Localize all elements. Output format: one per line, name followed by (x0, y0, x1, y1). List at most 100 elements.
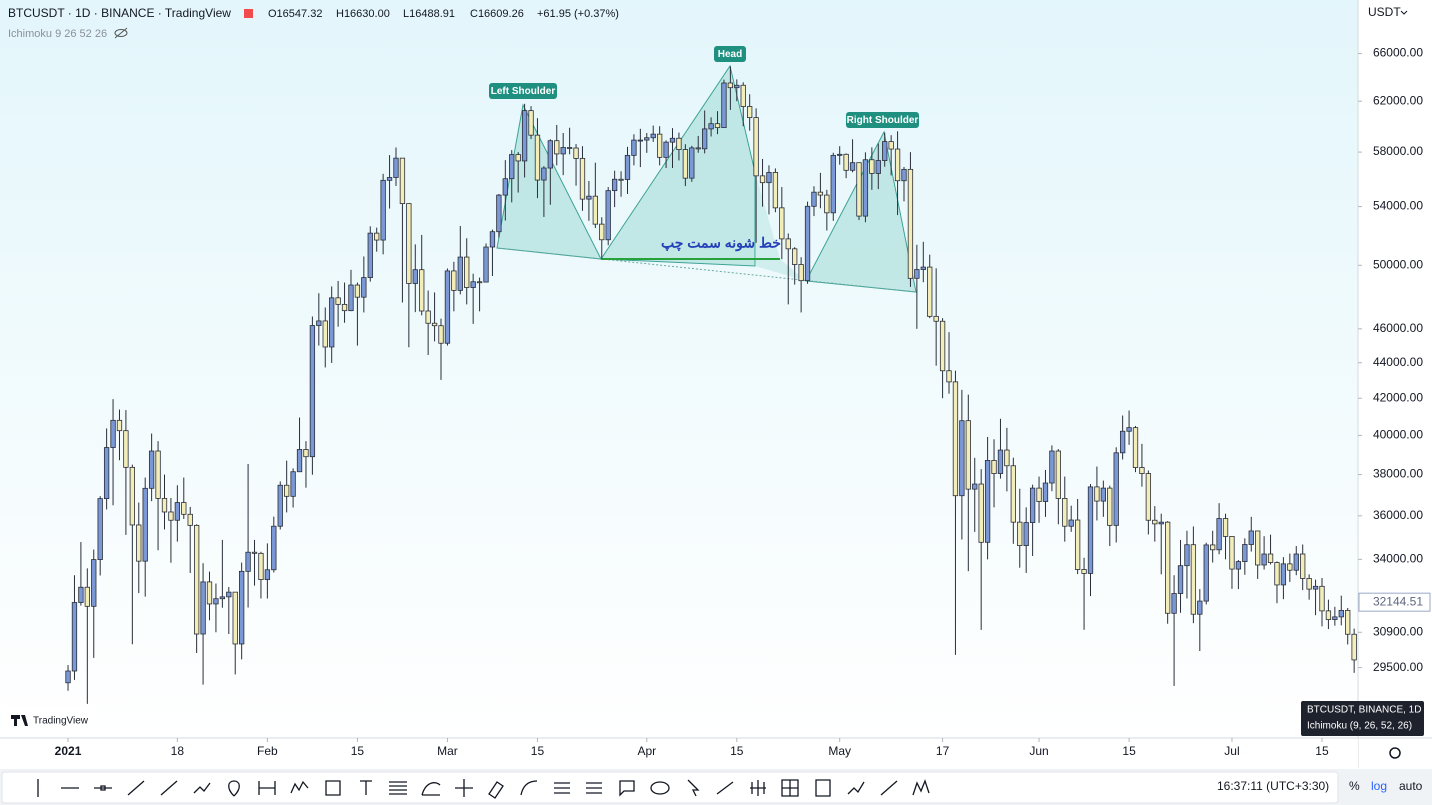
candle-body (91, 559, 97, 607)
tool-button[interactable] (520, 780, 538, 796)
candle-body (914, 269, 920, 279)
tool-button[interactable] (488, 781, 504, 799)
candle-body (206, 581, 213, 605)
settings-button[interactable] (1389, 747, 1401, 759)
symbol-title: BTCUSDT · 1D · BINANCE · TradingView (8, 6, 231, 20)
candle-body (1017, 521, 1023, 546)
candle-body (779, 207, 785, 240)
auto-toggle[interactable]: auto (1399, 779, 1423, 793)
candle-body (1055, 450, 1061, 499)
candle-body (1081, 569, 1087, 574)
tool-button[interactable] (880, 780, 898, 796)
candle-body (1165, 521, 1171, 614)
tool-button[interactable] (258, 781, 276, 795)
tool-button[interactable] (455, 779, 473, 797)
x-tick-label: 15 (1122, 744, 1136, 758)
candle-body (1049, 450, 1055, 484)
tool-button[interactable] (815, 779, 831, 797)
candle-body (747, 106, 753, 119)
tool-button[interactable] (389, 781, 407, 795)
tool-button[interactable] (325, 780, 341, 796)
ohlc-open: O16547.32 (268, 8, 322, 20)
tool-icon (160, 780, 178, 796)
tool-button[interactable] (619, 780, 635, 797)
ohlc-high: H16630.00 (336, 8, 390, 20)
candle-body (193, 524, 200, 635)
tool-button[interactable] (290, 780, 309, 794)
candle-body (258, 552, 264, 580)
candle-body (116, 419, 123, 432)
candle-body (676, 137, 682, 150)
tool-button[interactable] (847, 781, 865, 795)
candle-body (1255, 530, 1261, 566)
candle-body (804, 205, 811, 282)
candle-body (1203, 544, 1209, 602)
candle-body (1139, 467, 1145, 474)
candle-body (386, 177, 393, 181)
tool-button[interactable] (193, 782, 211, 794)
candle-body (830, 154, 836, 214)
tool-button[interactable] (160, 780, 178, 796)
candles (65, 66, 1357, 704)
label-box (489, 83, 557, 99)
tool-button[interactable] (750, 780, 766, 796)
percent-toggle[interactable]: % (1349, 779, 1360, 793)
candle-body (1158, 521, 1164, 525)
tool-button[interactable] (650, 781, 670, 795)
candle-body (952, 381, 959, 497)
tool-button[interactable] (94, 785, 112, 791)
tool-icon (619, 780, 635, 797)
tool-button[interactable] (554, 782, 570, 794)
tool-button[interactable] (421, 782, 441, 796)
price-marker-label: 32144.51 (1373, 594, 1423, 608)
indicator-name[interactable]: Ichimoku 9 26 52 26 (8, 28, 107, 40)
candle-body (669, 137, 676, 143)
candle-body (759, 175, 766, 184)
candle-body (1068, 519, 1074, 527)
eye-icon (114, 27, 128, 39)
tool-button[interactable] (360, 780, 372, 795)
tool-icon (815, 779, 831, 797)
candle-body (637, 139, 644, 142)
tool-button[interactable] (716, 781, 734, 795)
candle-body (1306, 578, 1312, 590)
x-tick-label: 15 (1315, 744, 1329, 758)
tool-icon (421, 782, 441, 796)
candle-body (689, 147, 695, 179)
candle-body (464, 256, 470, 288)
currency-selector[interactable]: USDT (1368, 5, 1401, 19)
y-tick-label: 29500.00 (1373, 660, 1423, 674)
candle-body (245, 551, 251, 572)
tool-icon (325, 780, 341, 796)
candle-body (393, 157, 399, 178)
tool-button[interactable] (586, 782, 602, 794)
candle-body (1010, 465, 1016, 523)
time-axis-background (0, 738, 1358, 768)
tool-button[interactable] (781, 779, 799, 797)
ohlc-change: +61.95 (+0.37%) (537, 8, 619, 20)
tool-button[interactable] (687, 779, 700, 797)
tool-button[interactable] (127, 780, 145, 796)
candle-body (476, 281, 483, 284)
candle-body (277, 484, 283, 527)
candle-body (927, 266, 933, 317)
ohlc-low: L16488.91 (403, 8, 455, 20)
visibility-toggle[interactable] (114, 27, 128, 39)
candle-body (798, 264, 804, 282)
tool-button[interactable] (912, 779, 930, 796)
ohlc-close: C16609.26 (470, 8, 524, 20)
log-toggle[interactable]: log (1371, 779, 1387, 793)
x-tick-label: Mar (437, 744, 458, 758)
candle-body (1235, 561, 1242, 570)
tool-icon (360, 780, 372, 795)
drawing-tools (37, 779, 930, 799)
tool-button[interactable] (228, 780, 240, 797)
candle-body (1287, 563, 1293, 571)
candle-body (579, 158, 586, 200)
candle-body (348, 284, 354, 312)
candle-body (361, 277, 367, 298)
candle-body (586, 195, 592, 200)
tool-icon (520, 780, 538, 796)
candle-body (521, 110, 528, 162)
